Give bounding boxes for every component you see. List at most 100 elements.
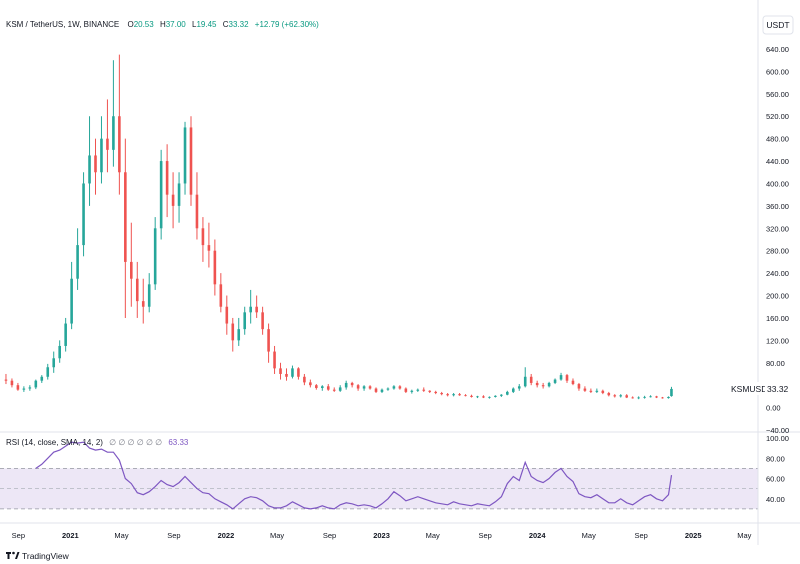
time-tick-label: 2024 [529, 531, 547, 540]
branding-text: TradingView [22, 551, 70, 561]
candle [165, 144, 169, 218]
candle [255, 295, 258, 318]
candle [464, 394, 467, 397]
candle [124, 138, 127, 318]
candle [64, 317, 67, 352]
candle [130, 222, 133, 307]
price-tick-label: 400.00 [766, 179, 789, 188]
price-tick-label: 560.00 [766, 90, 789, 99]
candle [4, 373, 8, 385]
candle [637, 396, 640, 400]
close-label: C [223, 20, 229, 29]
candle [291, 365, 294, 379]
candle [153, 217, 157, 290]
candle [267, 323, 270, 363]
candle [368, 385, 372, 390]
candle [374, 387, 378, 394]
candle [613, 394, 617, 398]
candle [434, 390, 438, 395]
rsi-line [35, 441, 673, 510]
close-value: 33.32 [229, 20, 250, 29]
price-tick-label: 80.00 [766, 359, 785, 368]
candle [362, 385, 366, 391]
candle [356, 384, 360, 391]
candle [583, 386, 587, 392]
currency-label: USDT [766, 20, 789, 30]
tradingview-logo[interactable]: TradingView [6, 551, 70, 561]
high-value: 37.00 [166, 20, 187, 29]
candle [667, 396, 670, 399]
time-tick-label: May [426, 531, 440, 540]
candle [112, 60, 115, 167]
candle [183, 121, 187, 195]
candle [326, 384, 330, 391]
candle [440, 391, 443, 396]
candle [416, 388, 420, 392]
candle [34, 379, 38, 390]
price-tick-label: 480.00 [766, 135, 789, 144]
candle [16, 382, 20, 391]
candle [279, 362, 282, 380]
time-tick-label: Sep [12, 531, 25, 540]
candle [285, 368, 288, 381]
price-tick-label: 440.00 [766, 157, 789, 166]
symbol-title: KSM / TetherUS, 1W, BINANCE [6, 20, 119, 29]
empty-values-placeholder: ∅ ∅ ∅ ∅ ∅ ∅ [109, 438, 162, 447]
candle [398, 385, 402, 390]
candle [392, 385, 396, 390]
candle [571, 378, 575, 386]
change-value: +12.79 (+62.30%) [255, 20, 319, 29]
candle [249, 289, 252, 324]
candle [670, 386, 673, 397]
candle [135, 261, 139, 318]
candle [344, 380, 348, 390]
price-tick-label: 160.00 [766, 314, 789, 323]
rsi-value: 63.33 [168, 438, 189, 447]
candle [195, 172, 199, 240]
candle [494, 395, 497, 398]
candle [171, 172, 175, 229]
open-label: O [127, 20, 133, 29]
price-tick-label: 640.00 [766, 45, 789, 54]
candle [511, 387, 515, 394]
high-label: H [160, 20, 166, 29]
price-tag-value: 33.32 [767, 384, 789, 394]
low-value: 19.45 [196, 20, 217, 29]
candle [547, 381, 551, 388]
time-tick-label: 2025 [685, 531, 702, 540]
candle [309, 379, 312, 388]
candle [177, 172, 181, 223]
candle [201, 217, 205, 262]
candle [52, 351, 56, 373]
candle [458, 393, 461, 396]
candle [118, 54, 121, 195]
candle [589, 388, 593, 394]
candle [231, 317, 235, 352]
candle [213, 239, 217, 296]
candle [189, 116, 193, 206]
candle [476, 395, 479, 399]
candle [643, 395, 646, 399]
candle [76, 228, 79, 290]
tradingview-logo-icon [6, 552, 11, 559]
time-tick-label: 2022 [218, 531, 235, 540]
candle [88, 116, 91, 206]
time-tick-label: May [737, 531, 751, 540]
rsi-legend: RSI (14, close, SMA, 14, 2) ∅ ∅ ∅ ∅ ∅ ∅ … [6, 438, 189, 447]
price-tick-label: 600.00 [766, 67, 789, 76]
price-tag-background [727, 382, 765, 395]
time-tick-label: Sep [635, 531, 648, 540]
candle [147, 273, 151, 313]
time-axis: Sep 2021 May Sep 2022 May Sep 2023 May Sep 2024 May… [12, 531, 752, 540]
candle [535, 380, 539, 388]
candle [452, 393, 455, 397]
currency-button[interactable]: USDT [762, 15, 794, 35]
candle [82, 172, 85, 257]
candles-group [4, 54, 673, 400]
candle [523, 367, 527, 388]
rsi-label: RSI (14, close, SMA, 14, 2) [6, 438, 103, 447]
candle [350, 381, 354, 388]
candle [94, 138, 97, 195]
candle [422, 387, 426, 392]
